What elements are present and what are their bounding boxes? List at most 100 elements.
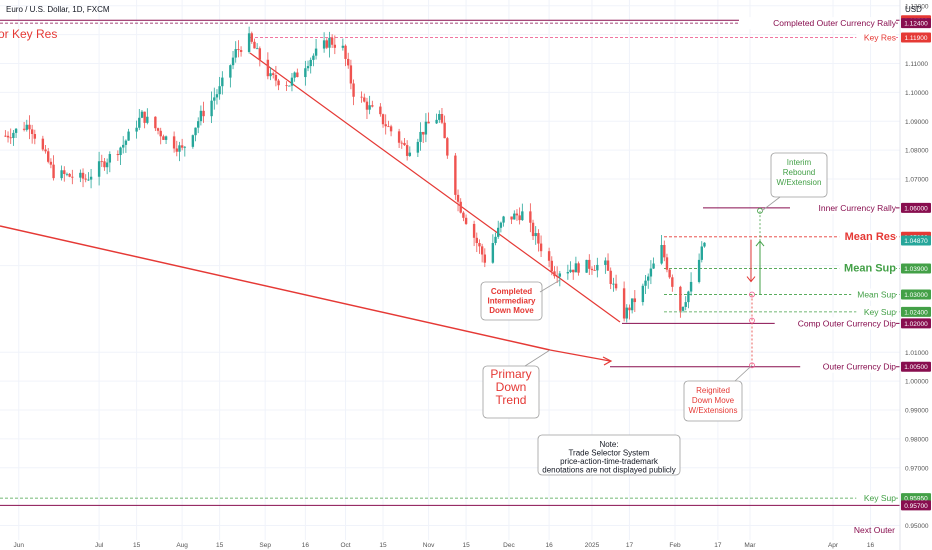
candle-body <box>105 162 109 168</box>
reignited-move-callout-line: W/Extensions <box>689 406 738 415</box>
candle-body <box>229 65 232 78</box>
candle-body <box>269 73 272 77</box>
level-label-bg <box>790 201 896 214</box>
x-tick-label: Jun <box>14 542 25 549</box>
candle-body <box>135 127 138 132</box>
candle-body <box>427 121 430 124</box>
price-tag-label: 0.95700 <box>904 503 928 510</box>
y-tick-label: 0.98000 <box>905 436 929 443</box>
price-axis[interactable]: 1.130001.120001.110001.100001.090001.080… <box>899 0 931 550</box>
candle-body <box>365 101 369 110</box>
candle-body <box>234 49 237 58</box>
price-tag-label: 1.11900 <box>904 35 927 42</box>
time-axis[interactable]: Jun Jul 15 Aug 15 Sep 16 Oct 15 Nov 15 Dec 16 2025 17 F… <box>14 542 875 549</box>
candle-body <box>612 283 615 285</box>
price-tag-label: 1.02400 <box>904 309 928 316</box>
primary-trend-line <box>0 225 551 351</box>
completed-move-callout-line: Intermediary <box>487 297 536 306</box>
price-tag-label: 1.03900 <box>904 266 928 273</box>
interim-rebound-callout-box <box>770 152 828 198</box>
candle-body <box>681 306 685 311</box>
reignited-move-callout-box <box>683 380 743 422</box>
candle-body <box>79 172 82 178</box>
candle-body <box>293 72 296 78</box>
level-label: Inner Currency Rally <box>819 203 897 213</box>
candle-body <box>422 131 425 135</box>
price-tag <box>901 289 931 300</box>
x-tick-label: Nov <box>423 542 435 549</box>
candle-body <box>330 37 334 45</box>
candle-body <box>416 141 420 153</box>
candle-body <box>253 41 256 49</box>
candle-body <box>596 264 599 271</box>
candle-body <box>100 161 103 163</box>
candle-body <box>604 260 607 265</box>
candle-body <box>403 142 406 146</box>
candle-body <box>497 227 500 237</box>
price-tag-label: 1.12400 <box>904 21 928 28</box>
candle-body <box>647 276 650 281</box>
price-tag-label: 1.06000 <box>904 205 928 212</box>
candle-body <box>4 135 7 137</box>
candle-body <box>288 85 291 87</box>
candle-body <box>537 233 540 244</box>
candle-body <box>322 40 326 49</box>
symbol-title: Euro / U.S. Dollar, 1D, FXCM <box>6 5 110 14</box>
y-tick-label: 1.09000 <box>905 119 929 126</box>
candle-body <box>162 136 165 140</box>
candle-body <box>199 110 203 122</box>
candle-body <box>68 173 71 177</box>
x-tick-label: 15 <box>379 542 387 549</box>
candle-body <box>215 94 219 98</box>
candle-body <box>609 270 612 284</box>
candle-body <box>424 121 428 135</box>
candle-body <box>9 137 12 139</box>
price-tag <box>901 306 931 317</box>
price-levels: Completed Outer Currency Rally Key Res Inn… <box>0 17 900 506</box>
candle-body <box>663 245 666 258</box>
level-label: Mean Sup <box>844 263 896 275</box>
candle-body <box>274 74 278 81</box>
price-tag-label: 0.95950 <box>904 496 928 503</box>
y-tick-label: 1.01000 <box>905 350 929 357</box>
candle-body <box>400 142 403 144</box>
candle-body <box>518 215 521 221</box>
top-left-key-res-label: or Key Res <box>0 27 57 41</box>
candle-body <box>558 273 562 277</box>
candle-body <box>124 140 128 145</box>
candle-body <box>641 285 645 303</box>
x-tick-label: 15 <box>133 542 141 549</box>
candle-body <box>41 138 45 150</box>
candle-body <box>108 154 112 163</box>
candle-body <box>213 97 216 101</box>
candle-body <box>218 86 221 95</box>
candle-body <box>689 281 693 292</box>
x-tick-label: 16 <box>302 542 310 549</box>
candle-body <box>660 245 663 264</box>
y-tick-label: 1.00000 <box>905 379 929 386</box>
candle-body <box>697 259 701 282</box>
candle-body <box>588 259 591 269</box>
candle-body <box>459 201 462 213</box>
chart-grid <box>0 0 900 540</box>
candle-body <box>703 242 706 247</box>
note-box-line: denotations are not displayed publicly <box>542 466 675 475</box>
candle-body <box>438 114 441 120</box>
candle-body <box>387 126 390 128</box>
candle-body <box>352 83 355 97</box>
candle-body <box>665 257 669 270</box>
candle-body <box>119 147 122 156</box>
candle-body <box>81 172 85 179</box>
y-tick-label: 0.95000 <box>905 523 929 530</box>
candlesticks <box>4 26 706 323</box>
next-outer-label: Next Outer <box>854 525 895 535</box>
interim-rebound-callout-line: Rebound <box>783 168 815 177</box>
primary-trend-callout-box <box>482 365 540 419</box>
x-tick-label: 2025 <box>585 542 600 549</box>
candle-body <box>49 161 53 165</box>
price-tag <box>901 202 931 213</box>
primary-trend-callout-line: Down <box>496 380 527 394</box>
level-label: Completed Outer Currency Rally <box>773 18 897 28</box>
candle-body <box>143 111 146 123</box>
